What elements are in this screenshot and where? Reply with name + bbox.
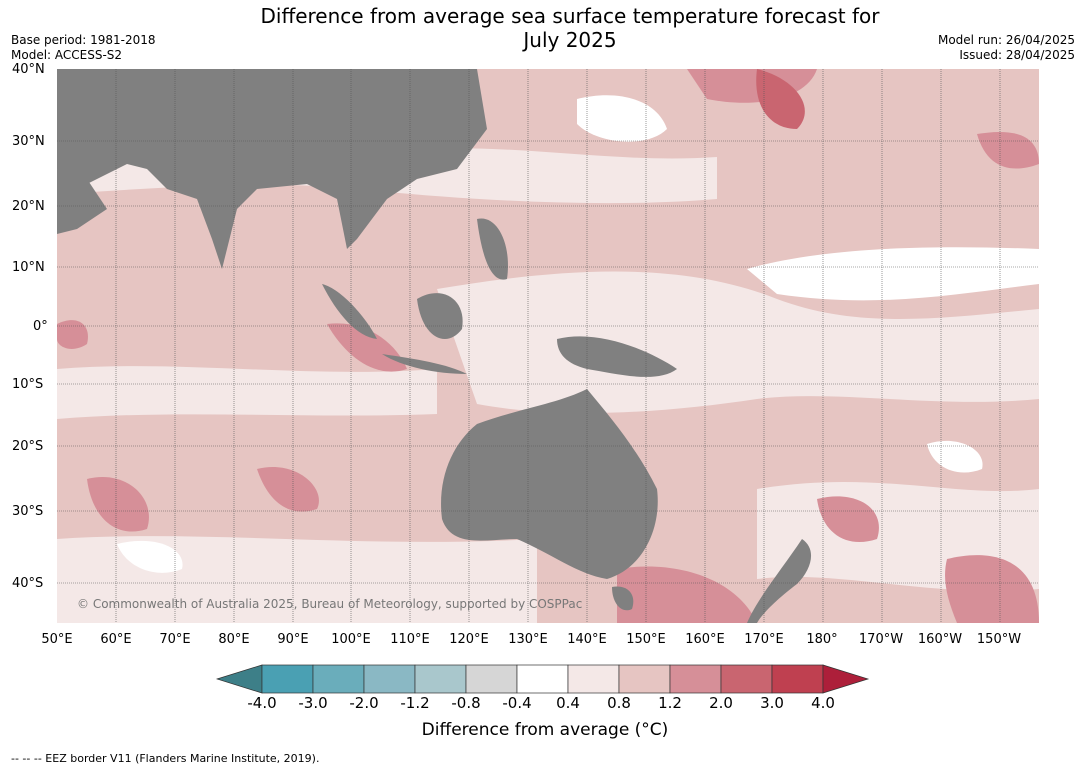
land-arabia xyxy=(57,169,107,234)
lon-label: 170°E xyxy=(744,632,784,647)
model-name: Model: ACCESS-S2 xyxy=(11,48,123,62)
colorbar-cell xyxy=(669,664,722,694)
lat-label: 0° xyxy=(33,319,48,334)
lon-label: 140°E xyxy=(567,632,607,647)
model-run: Model run: 26/04/2025 xyxy=(937,33,1075,47)
anomaly-region-neutral xyxy=(577,95,667,142)
anomaly-region-strong xyxy=(257,467,319,512)
lon-label: 160°W xyxy=(917,632,963,647)
anomaly-region-strong xyxy=(57,320,88,349)
colorbar-cell xyxy=(720,664,773,694)
anomaly-region-light xyxy=(57,366,437,419)
anomaly-region-neutral xyxy=(927,440,983,473)
colorbar xyxy=(216,664,870,694)
land-new-zealand xyxy=(747,539,812,623)
run-info: Model run: 26/04/2025 Issued: 28/04/2025 xyxy=(938,33,1075,63)
eez-legend-note: -- -- -- EEZ border V11 (Flanders Marine… xyxy=(11,752,320,765)
lon-label: 70°E xyxy=(159,632,191,647)
anomaly-region-strong xyxy=(817,496,879,543)
colorbar-tick: 0.8 xyxy=(607,694,631,712)
colorbar-cell xyxy=(261,664,314,694)
lon-label: 90°E xyxy=(277,632,309,647)
colorbar-tick: -2.0 xyxy=(349,694,379,712)
anomaly-region-light xyxy=(437,271,1039,414)
lon-label: 100°E xyxy=(331,632,371,647)
anomaly-region-strong xyxy=(945,555,1039,623)
issued-date: Issued: 28/04/2025 xyxy=(959,48,1075,62)
lat-label: 10°N xyxy=(12,260,45,275)
anomaly-region-stronger xyxy=(756,69,805,129)
colorbar-tick: 0.4 xyxy=(556,694,580,712)
lon-label: 130°E xyxy=(508,632,548,647)
colorbar-cell xyxy=(414,664,467,694)
anomaly-region-neutral xyxy=(747,247,1039,301)
colorbar-label: Difference from average (°C) xyxy=(421,720,669,740)
land-australia xyxy=(441,389,658,579)
colorbar-cell xyxy=(363,664,416,694)
lon-label: 160°E xyxy=(685,632,725,647)
copyright-credit: © Commonwealth of Australia 2025, Bureau… xyxy=(77,597,583,611)
lat-label: 20°S xyxy=(12,439,44,454)
land-borneo xyxy=(417,293,463,339)
lat-label: 30°S xyxy=(12,504,44,519)
colorbar-tick: 1.2 xyxy=(658,694,682,712)
sst-anomaly-map xyxy=(57,69,1039,623)
map-title: Difference from average sea surface temp… xyxy=(0,4,1085,52)
land-sumatra xyxy=(322,284,377,339)
base-info: Base period: 1981-2018 Model: ACCESS-S2 xyxy=(11,33,156,63)
lat-label: 30°N xyxy=(12,134,45,149)
colorbar-cell xyxy=(312,664,365,694)
anomaly-region-strong xyxy=(617,566,757,623)
colorbar-tick: -3.0 xyxy=(298,694,328,712)
colorbar-cell xyxy=(516,664,569,694)
graticule xyxy=(57,69,1039,623)
lat-label: 40°N xyxy=(12,62,45,77)
land-new-guinea xyxy=(557,336,677,377)
colorbar-tick: -4.0 xyxy=(247,694,277,712)
lon-label: 110°E xyxy=(390,632,430,647)
colorbar-extend-high xyxy=(822,664,870,694)
lon-label: 150°W xyxy=(976,632,1022,647)
colorbar-tick: -1.2 xyxy=(400,694,430,712)
colorbar-tick: 3.0 xyxy=(760,694,784,712)
colorbar-extend-low xyxy=(216,664,263,694)
land-philippines xyxy=(477,218,508,280)
title-line-1: Difference from average sea surface temp… xyxy=(260,4,880,28)
anomaly-region-strong xyxy=(87,477,149,532)
anomaly-region-neutral xyxy=(117,540,183,573)
colorbar-cell xyxy=(618,664,671,694)
lon-label: 170°W xyxy=(858,632,904,647)
lat-label: 20°N xyxy=(12,199,45,214)
lon-label: 180° xyxy=(806,632,838,647)
anomaly-region-strong xyxy=(327,323,407,372)
base-period: Base period: 1981-2018 xyxy=(11,33,156,47)
lat-label: 40°S xyxy=(12,576,44,591)
land-asia xyxy=(57,69,487,269)
title-line-2: July 2025 xyxy=(523,28,617,52)
map-canvas xyxy=(57,69,1039,623)
colorbar-cell xyxy=(465,664,518,694)
lon-label: 80°E xyxy=(218,632,250,647)
lat-label: 10°S xyxy=(12,377,44,392)
colorbar-tick: 2.0 xyxy=(709,694,733,712)
lon-label: 50°E xyxy=(41,632,73,647)
colorbar-cell xyxy=(567,664,620,694)
colorbar-cell xyxy=(771,664,824,694)
colorbar-tick: -0.4 xyxy=(502,694,532,712)
colorbar-tick: -0.8 xyxy=(451,694,481,712)
lon-label: 60°E xyxy=(100,632,132,647)
colorbar-tick: 4.0 xyxy=(811,694,835,712)
lon-label: 150°E xyxy=(626,632,666,647)
land-tasmania xyxy=(612,586,634,611)
lon-label: 120°E xyxy=(449,632,489,647)
land-java xyxy=(382,354,467,374)
